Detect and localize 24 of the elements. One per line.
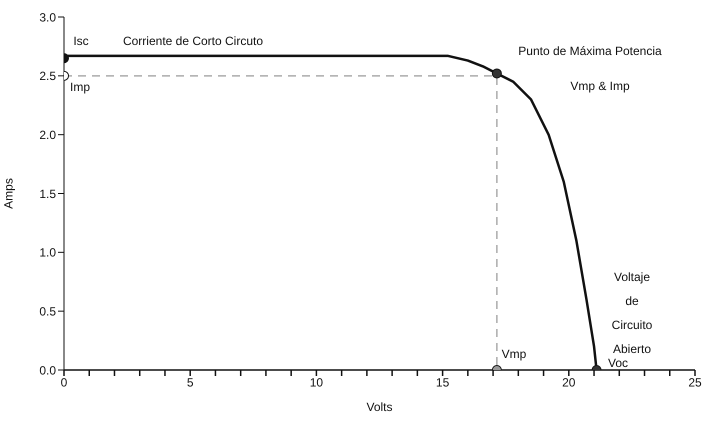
y-tick-label: 1.0	[39, 246, 56, 260]
annotation: Vmp	[502, 347, 527, 361]
annotation: Corriente de Corto Circuto	[122, 34, 264, 48]
x-tick-label: 10	[310, 376, 324, 390]
x-tick-label: 25	[688, 376, 702, 390]
annotation: Isc	[73, 34, 89, 48]
y-axis-title: Amps	[1, 178, 16, 209]
x-tick-label: 0	[60, 376, 68, 390]
annotation: Vmp & Imp	[570, 79, 630, 93]
y-tick-label: 2.5	[39, 69, 56, 84]
point	[492, 68, 502, 78]
y-tick-label: 3.0	[39, 10, 56, 24]
x-tick-label: 20	[562, 376, 576, 390]
annotation: Voltaje de Circuito Abierto	[612, 270, 653, 356]
x-tick-label: 5	[186, 376, 194, 390]
annotation: Punto de Máxima Potencia	[518, 44, 662, 58]
x-tick-label: 15	[436, 376, 450, 390]
y-tick-label: 0.0	[39, 363, 56, 378]
x-axis-title: Volts	[366, 400, 393, 414]
annotation: Voc	[608, 356, 628, 370]
y-tick-label: 1.5	[39, 186, 56, 201]
annotation: Imp	[70, 80, 90, 94]
y-tick-label: 2.0	[39, 128, 56, 142]
y-tick-label: 0.5	[39, 304, 56, 318]
